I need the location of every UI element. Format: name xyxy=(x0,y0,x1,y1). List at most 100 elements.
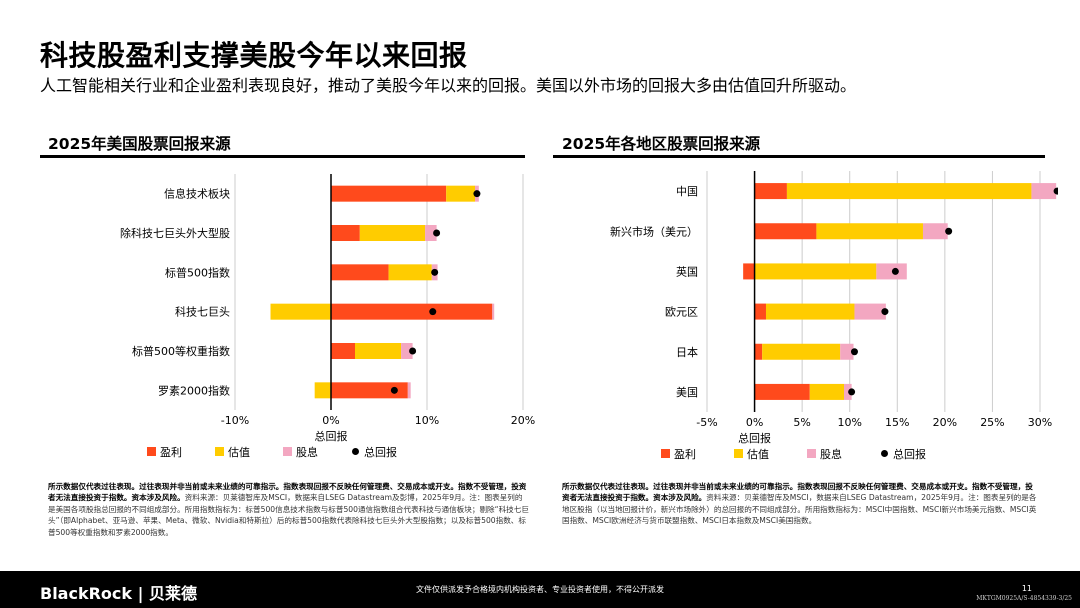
bar-valuation-1 xyxy=(816,223,923,240)
legend-swatch-3 xyxy=(881,450,888,457)
tick-label-1: 0% xyxy=(746,416,763,429)
total-marker-1 xyxy=(433,229,441,237)
page-subtitle: 人工智能相关行业和企业盈利表现良好，推动了美股今年以来的回报。美国以外市场的回报… xyxy=(40,76,857,95)
bar-earnings-0 xyxy=(754,183,787,200)
bar-valuation-0 xyxy=(446,185,475,202)
right-footnote-disclaimer: 所示数据仅代表过往表现。过往表现并非当前或未来业绩的可靠指示。指数表现回报不反映… xyxy=(562,482,1033,503)
legend-label-2: 股息 xyxy=(820,447,842,461)
page-number: 11 xyxy=(1021,584,1032,593)
legend-label-0: 盈利 xyxy=(674,448,696,461)
bar-valuation-3 xyxy=(270,303,331,320)
category-label-0: 中国 xyxy=(676,185,698,198)
footer-bar: BlackRock | 贝莱德 文件仅供派发予合格境内机构投资者、专业投资者使用… xyxy=(0,571,1080,608)
category-label-3: 科技七巨头 xyxy=(175,305,230,319)
bar-valuation-2 xyxy=(388,264,432,281)
footer-disclaimer: 文件仅供派发予合格境内机构投资者、专业投资者使用，不得公开派发 xyxy=(416,585,664,594)
category-label-3: 欧元区 xyxy=(665,306,698,319)
category-label-2: 英国 xyxy=(676,264,698,278)
bar-valuation-0 xyxy=(786,183,1032,200)
left-footnote-disclaimer: 所示数据仅代表过往表现。过往表现并非当前或未来业绩的可靠指示。指数表现回报不反映… xyxy=(48,482,527,503)
bar-earnings-2 xyxy=(743,263,755,280)
bar-valuation-5 xyxy=(314,382,331,399)
us-returns-chart: 信息技术板块除科技七巨头外大型股标普500指数科技七巨头标普500等权重指数罗素… xyxy=(120,174,535,459)
category-label-1: 新兴市场（美元） xyxy=(610,224,698,238)
tick-label-2: 5% xyxy=(793,416,810,429)
legend-swatch-2 xyxy=(283,447,292,456)
left-chart-title: 2025年美国股票回报来源 xyxy=(48,135,231,153)
x-axis-title: 总回报 xyxy=(315,429,348,443)
tick-label-7: 30% xyxy=(1028,416,1052,429)
total-marker-3 xyxy=(881,308,889,316)
legend-swatch-0 xyxy=(661,449,670,458)
left-footnote-source: 资料来源：贝莱德智库及MSCI，数据来自LSEG Datastream及彭博，2… xyxy=(48,493,529,537)
x-axis-title: 总回报 xyxy=(738,431,771,445)
left-footnote: 所示数据仅代表过往表现。过往表现并非当前或未来业绩的可靠指示。指数表现回报不反映… xyxy=(48,481,530,538)
total-marker-2 xyxy=(431,268,439,276)
legend-label-1: 估值 xyxy=(747,448,769,461)
bar-valuation-2 xyxy=(754,263,877,280)
bar-earnings-1 xyxy=(754,223,817,240)
legend-label-2: 股息 xyxy=(296,445,318,459)
bar-earnings-1 xyxy=(331,225,360,241)
legend-swatch-2 xyxy=(807,449,816,458)
total-marker-2 xyxy=(891,267,899,275)
legend-label-3: 总回报 xyxy=(893,447,926,461)
total-marker-5 xyxy=(390,386,398,394)
category-label-2: 标普500指数 xyxy=(165,265,230,279)
bar-valuation-3 xyxy=(765,303,855,320)
category-label-4: 标普500等权重指数 xyxy=(132,344,230,358)
bar-dividend-1 xyxy=(922,223,948,240)
category-label-5: 罗素2000指数 xyxy=(158,383,230,397)
tick-label-2: 10% xyxy=(415,414,439,427)
legend-label-0: 盈利 xyxy=(160,446,182,459)
legend-swatch-0 xyxy=(147,447,156,456)
bar-dividend-4 xyxy=(401,343,413,359)
right-footnote: 所示数据仅代表过往表现。过往表现并非当前或未来业绩的可靠指示。指数表现回报不反映… xyxy=(562,481,1040,527)
bar-dividend-1 xyxy=(425,225,437,241)
tick-label-3: 10% xyxy=(837,416,861,429)
legend-label-3: 总回报 xyxy=(364,445,397,459)
bar-dividend-4 xyxy=(840,343,854,360)
bar-dividend-0 xyxy=(1031,183,1057,200)
total-marker-4 xyxy=(409,347,417,355)
right-section-rule xyxy=(553,155,1045,158)
legend-swatch-3 xyxy=(352,448,359,455)
category-label-0: 信息技术板块 xyxy=(164,187,230,201)
bar-earnings-4 xyxy=(754,343,763,360)
bar-earnings-5 xyxy=(331,382,408,399)
document-code: MKTGM0925A/S-4854339-3/25 xyxy=(976,595,1072,602)
bar-earnings-5 xyxy=(754,383,810,400)
category-label-1: 除科技七巨头外大型股 xyxy=(120,226,230,240)
right-chart-title: 2025年各地区股票回报来源 xyxy=(562,135,761,153)
right-footnote-source: 资料来源：贝莱德智库及MSCI，数据来自LSEG Datastream，2025… xyxy=(562,493,1037,526)
total-marker-3 xyxy=(429,308,437,316)
total-marker-1 xyxy=(945,227,953,235)
bar-dividend-2 xyxy=(876,263,907,280)
left-section-rule xyxy=(40,155,525,158)
bar-earnings-3 xyxy=(331,303,493,320)
tick-label-3: 20% xyxy=(511,414,535,427)
tick-label-1: 0% xyxy=(322,414,339,427)
tick-label-5: 20% xyxy=(933,416,957,429)
tick-label-6: 25% xyxy=(980,416,1004,429)
tick-label-0: -10% xyxy=(221,414,249,427)
bar-valuation-4 xyxy=(355,343,402,359)
legend-swatch-1 xyxy=(215,447,224,456)
bar-dividend-3 xyxy=(854,303,886,320)
total-marker-0 xyxy=(1053,187,1058,195)
bar-dividend-5 xyxy=(407,382,411,399)
bar-dividend-3 xyxy=(492,303,495,320)
bar-earnings-0 xyxy=(331,185,447,202)
bar-valuation-5 xyxy=(809,383,845,400)
bar-dividend-5 xyxy=(844,383,852,400)
bar-earnings-4 xyxy=(331,343,355,359)
total-marker-0 xyxy=(473,190,481,198)
bar-valuation-1 xyxy=(359,225,426,241)
total-marker-5 xyxy=(848,388,856,396)
page-title: 科技股盈利支撑美股今年以来回报 xyxy=(40,39,468,72)
tick-label-4: 15% xyxy=(885,416,909,429)
bar-valuation-4 xyxy=(762,343,841,360)
tick-label-0: -5% xyxy=(696,416,717,429)
category-label-4: 日本 xyxy=(676,345,698,359)
